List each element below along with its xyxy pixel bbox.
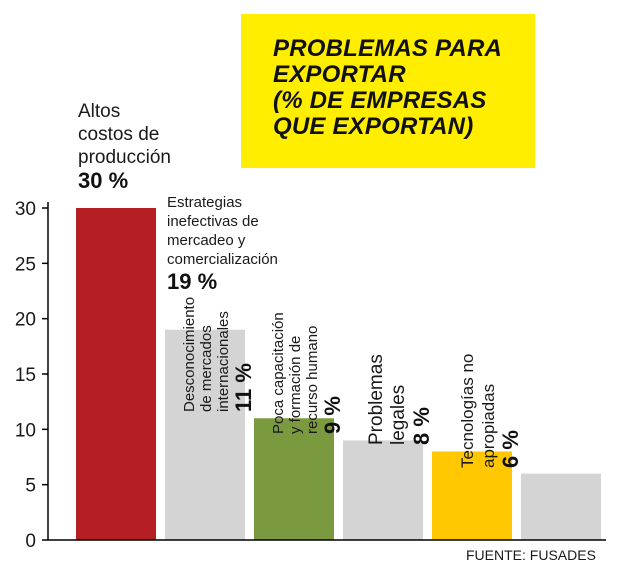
- chart-title-line: QUE EXPORTAN): [273, 114, 535, 140]
- data-label: 9 %: [321, 313, 345, 435]
- category-label-line: costos de: [78, 123, 171, 146]
- category-label-line: mercadeo y: [167, 231, 278, 250]
- y-tick-label: 30: [15, 199, 36, 220]
- data-label: 8 %: [410, 355, 434, 446]
- category-label-line: comercialización: [167, 250, 278, 269]
- y-tick-label: 0: [25, 531, 36, 552]
- data-label: 30 %: [78, 169, 171, 192]
- chart-title-box: PROBLEMAS PARA EXPORTAR (% DE EMPRESAS Q…: [241, 14, 535, 168]
- category-label-line: y formación de: [287, 313, 304, 435]
- y-tick-label: 5: [25, 476, 36, 497]
- category-label-altos-costos: Altos costos de producción 30 %: [78, 100, 171, 192]
- y-axis-ticks: 0 5 10 15 20 25 30: [15, 199, 48, 552]
- bar: [343, 440, 423, 540]
- source-note: FUENTE: FUSADES: [466, 547, 596, 563]
- category-label-line: legales: [388, 355, 410, 446]
- bar: [76, 208, 156, 540]
- category-label-line: Desconocimiento: [181, 297, 198, 412]
- category-label-line: internacionales: [215, 297, 232, 412]
- category-label-problemas-legales: Problemas legales 8 %: [366, 355, 434, 446]
- category-label-line: Altos: [78, 100, 171, 123]
- category-label-line: producción: [78, 146, 171, 169]
- category-label-poca-capacitacion: Poca capacitación y formación de recurso…: [270, 313, 345, 435]
- category-label-line: Estrategias: [167, 193, 278, 212]
- y-tick-label: 15: [15, 365, 36, 386]
- category-label-line: apropiadas: [478, 353, 499, 467]
- chart-title-line: PROBLEMAS PARA: [273, 36, 535, 62]
- data-label: 11 %: [232, 297, 256, 412]
- bar: [254, 418, 334, 540]
- data-label: 6 %: [499, 353, 523, 467]
- y-tick-label: 10: [15, 420, 36, 441]
- category-label-line: Poca capacitación: [270, 313, 287, 435]
- y-tick-label: 20: [15, 310, 36, 331]
- y-tick-label: 25: [15, 254, 36, 275]
- category-label-line: de mercados: [198, 297, 215, 412]
- chart-title-line: EXPORTAR: [273, 62, 535, 88]
- category-label-desconocimiento: Desconocimiento de mercados internaciona…: [181, 297, 256, 412]
- category-label-line: recurso humano: [304, 313, 321, 435]
- category-label-estrategias: Estrategias inefectivas de mercadeo y co…: [167, 193, 278, 295]
- category-label-line: Problemas: [366, 355, 388, 446]
- bar: [521, 474, 601, 540]
- category-label-tecnologias: Tecnologías no apropiadas 6 %: [457, 353, 523, 467]
- data-label: 19 %: [167, 269, 278, 295]
- category-label-line: inefectivas de: [167, 212, 278, 231]
- chart-title-line: (% DE EMPRESAS: [273, 88, 535, 114]
- category-label-line: Tecnologías no: [457, 353, 478, 467]
